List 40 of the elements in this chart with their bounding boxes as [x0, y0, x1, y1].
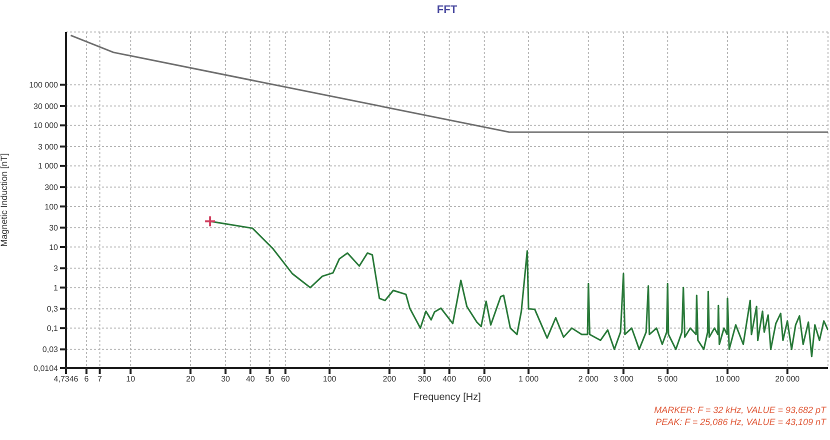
- y-tick-label: 0,03: [42, 345, 59, 354]
- x-axis-title: Frequency [Hz]: [413, 392, 482, 403]
- x-tick-label: 400: [442, 374, 457, 384]
- x-tick-label: 40: [246, 374, 256, 384]
- x-tick-label: 10 000: [715, 374, 740, 384]
- y-tick-label: 0,0104: [34, 364, 59, 373]
- y-tick-label: 10 000: [34, 121, 59, 130]
- x-tick-label: 50: [265, 374, 275, 384]
- x-tick-label: 200: [382, 374, 397, 384]
- x-tick-label: 60: [280, 374, 290, 384]
- x-tick-label: 7: [98, 374, 103, 384]
- y-tick-label: 0,3: [46, 304, 59, 314]
- y-tick-label: 100 000: [29, 80, 59, 90]
- text: PEAK: F = 25,086 Hz, VALUE = 43,109 nT: [654, 416, 826, 428]
- y-tick-label: 100: [44, 202, 59, 212]
- y-tick-label: 30 000: [34, 102, 59, 111]
- y-tick-label: 300: [44, 182, 59, 192]
- x-tick-label: 600: [478, 374, 492, 384]
- x-tick-label: 30: [221, 374, 231, 384]
- x-tick-label: 5 000: [658, 374, 678, 384]
- y-tick-label: 1 000: [38, 162, 59, 171]
- x-tick-label: 20: [186, 374, 196, 384]
- x-tick-label: 1 000: [518, 374, 540, 384]
- text: MARKER: F = 32 kHz, VALUE = 93,682 pT: [654, 404, 826, 416]
- x-tick-label: 3 000: [613, 374, 634, 384]
- x-tick-label: 10: [126, 374, 136, 384]
- y-tick-label: 0,1: [46, 324, 59, 333]
- chart-title: FFT: [436, 4, 458, 16]
- y-tick-label: 30: [49, 224, 59, 232]
- y-tick-label: 3: [54, 264, 59, 274]
- x-tick-label: 100: [322, 374, 337, 384]
- x-tick-label: 6: [84, 374, 90, 384]
- x-tick-label: 2 000: [578, 374, 599, 384]
- x-tick-label: 20 000: [775, 374, 800, 384]
- x-tick-label: 4,7346: [54, 374, 79, 384]
- x-tick-label: 300: [418, 374, 432, 384]
- y-axis-title: Magnetic Induction [nT]: [0, 153, 10, 247]
- y-tick-label: 1: [54, 283, 59, 292]
- y-tick-label: 10: [49, 242, 59, 252]
- y-tick-label: 3 000: [38, 142, 59, 152]
